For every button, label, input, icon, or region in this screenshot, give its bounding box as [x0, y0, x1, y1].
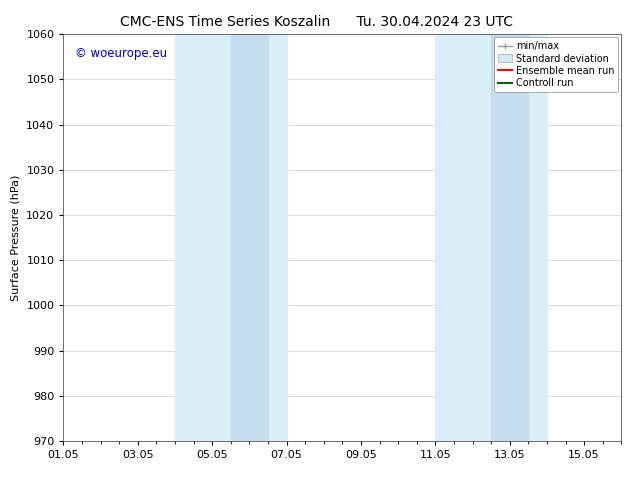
- Bar: [436, 34, 547, 441]
- Text: © woeurope.eu: © woeurope.eu: [75, 47, 167, 59]
- Bar: [175, 34, 287, 441]
- Bar: [491, 34, 528, 441]
- Legend: min/max, Standard deviation, Ensemble mean run, Controll run: min/max, Standard deviation, Ensemble me…: [494, 37, 618, 92]
- Bar: [231, 34, 268, 441]
- Y-axis label: Surface Pressure (hPa): Surface Pressure (hPa): [11, 174, 21, 301]
- Text: CMC-ENS Time Series Koszalin      Tu. 30.04.2024 23 UTC: CMC-ENS Time Series Koszalin Tu. 30.04.2…: [120, 15, 514, 29]
